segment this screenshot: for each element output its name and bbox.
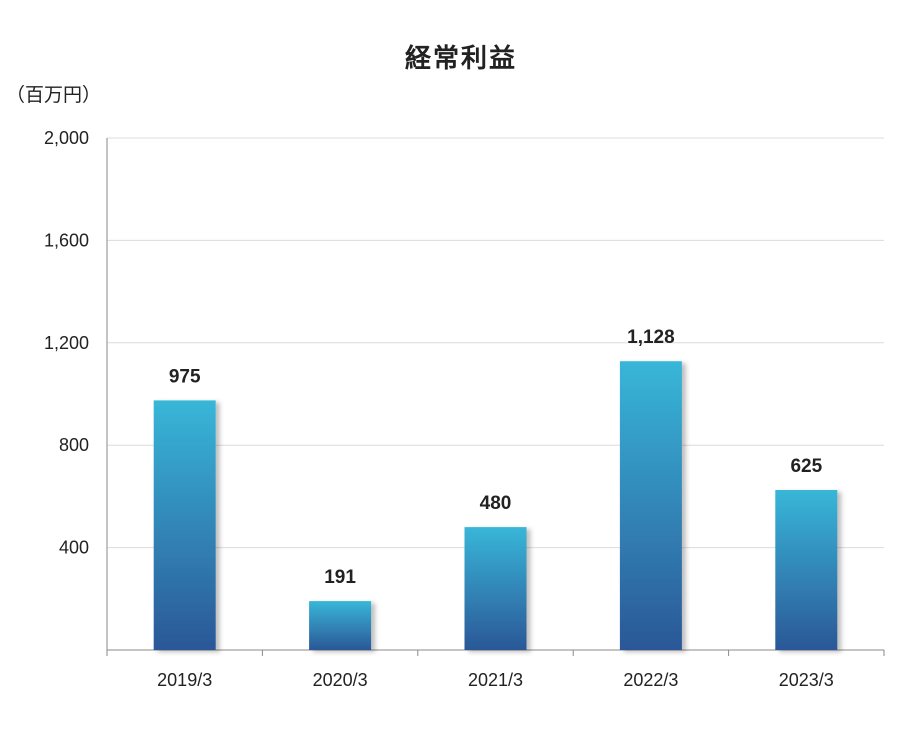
- x-tick-label: 2020/3: [313, 670, 368, 690]
- y-tick-label: 1,200: [44, 333, 89, 353]
- bars: [153, 361, 838, 650]
- bar-2020/3: [309, 601, 372, 650]
- bar-value-label: 625: [790, 456, 822, 477]
- bar-2021/3: [464, 527, 527, 650]
- bar-2023/3: [775, 490, 838, 650]
- bar-2022/3: [619, 361, 682, 650]
- bar-value-label: 191: [324, 567, 356, 588]
- chart-title: 経常利益: [404, 44, 517, 74]
- bar-2019/3: [153, 400, 216, 650]
- bar-value-label: 1,128: [627, 327, 675, 348]
- labels: 400 800 1,200 1,600 2,000 975 2019/3 191 2020/3 4…: [44, 128, 834, 690]
- x-tick-label: 2019/3: [157, 670, 212, 690]
- x-tick-label: 2021/3: [468, 670, 523, 690]
- x-tick-label: 2022/3: [623, 670, 678, 690]
- bar-value-label: 975: [169, 366, 201, 387]
- y-tick-label: 400: [59, 538, 89, 558]
- gridlines: [107, 137, 884, 549]
- x-tick-label: 2023/3: [779, 670, 834, 690]
- y-tick-label: 2,000: [44, 128, 89, 148]
- y-tick-label: 800: [59, 435, 89, 455]
- bar-value-label: 480: [480, 493, 512, 514]
- y-tick-label: 1,600: [44, 230, 89, 250]
- y-axis-unit-label: （百万円）: [6, 84, 102, 106]
